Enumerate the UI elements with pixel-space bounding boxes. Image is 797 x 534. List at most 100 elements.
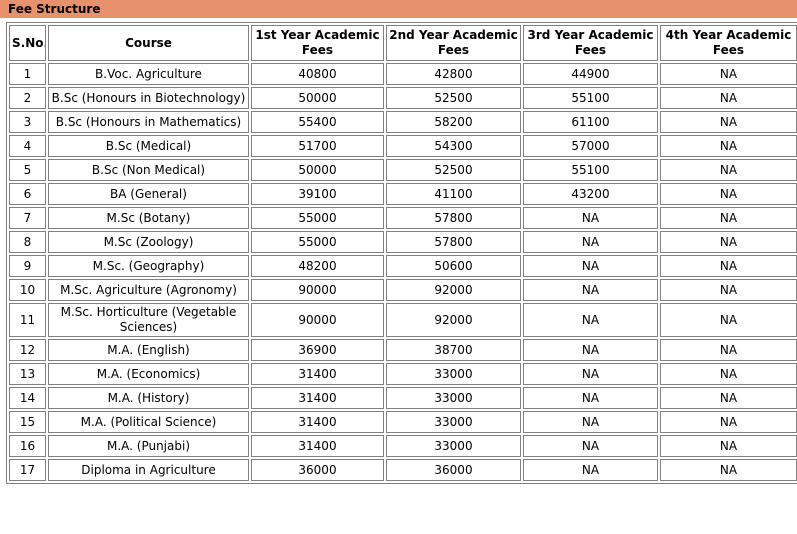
- year2-fee-cell: 92000: [386, 303, 521, 337]
- year1-fee-cell: 50000: [251, 159, 384, 181]
- course-cell: M.A. (Punjabi): [48, 435, 249, 457]
- table-row: 15 M.A. (Political Science) 31400 33000 NA NA: [9, 411, 797, 433]
- sno-cell: 6: [9, 183, 46, 205]
- table-row: 17 Diploma in Agriculture 36000 36000 NA NA: [9, 459, 797, 481]
- year2-fee-cell: 57800: [386, 231, 521, 253]
- year1-fee-cell: 36900: [251, 339, 384, 361]
- year4-fee-cell: NA: [660, 339, 797, 361]
- year2-fee-cell: 33000: [386, 435, 521, 457]
- year2-fee-cell: 33000: [386, 363, 521, 385]
- year4-fee-cell: NA: [660, 459, 797, 481]
- year2-fee-cell: 42800: [386, 63, 521, 85]
- col-header-year4-fees: 4th Year Academic Fees: [660, 25, 797, 61]
- course-cell: M.A. (History): [48, 387, 249, 409]
- year1-fee-cell: 31400: [251, 387, 384, 409]
- year1-fee-cell: 55000: [251, 231, 384, 253]
- year4-fee-cell: NA: [660, 87, 797, 109]
- course-cell: M.A. (English): [48, 339, 249, 361]
- table-row: 5 B.Sc (Non Medical) 50000 52500 55100 NA: [9, 159, 797, 181]
- table-row: 4 B.Sc (Medical) 51700 54300 57000 NA: [9, 135, 797, 157]
- table-row: 11 M.Sc. Horticulture (Vegetable Sciences…: [9, 303, 797, 337]
- course-cell: M.Sc (Zoology): [48, 231, 249, 253]
- year1-fee-cell: 90000: [251, 303, 384, 337]
- year4-fee-cell: NA: [660, 207, 797, 229]
- course-cell: B.Sc (Non Medical): [48, 159, 249, 181]
- year3-fee-cell: NA: [523, 459, 658, 481]
- course-cell: B.Sc (Honours in Biotechnology): [48, 87, 249, 109]
- year4-fee-cell: NA: [660, 111, 797, 133]
- table-row: 9 M.Sc. (Geography) 48200 50600 NA NA: [9, 255, 797, 277]
- table-row: 6 BA (General) 39100 41100 43200 NA: [9, 183, 797, 205]
- sno-cell: 16: [9, 435, 46, 457]
- col-header-year3-fees: 3rd Year Academic Fees: [523, 25, 658, 61]
- sno-cell: 12: [9, 339, 46, 361]
- table-row: 8 M.Sc (Zoology) 55000 57800 NA NA: [9, 231, 797, 253]
- table-row: 12 M.A. (English) 36900 38700 NA NA: [9, 339, 797, 361]
- sno-cell: 15: [9, 411, 46, 433]
- year4-fee-cell: NA: [660, 411, 797, 433]
- course-cell: M.A. (Political Science): [48, 411, 249, 433]
- year4-fee-cell: NA: [660, 255, 797, 277]
- year2-fee-cell: 50600: [386, 255, 521, 277]
- table-row: 3 B.Sc (Honours in Mathematics) 55400 58200…: [9, 111, 797, 133]
- sno-cell: 11: [9, 303, 46, 337]
- table-row: 7 M.Sc (Botany) 55000 57800 NA NA: [9, 207, 797, 229]
- year1-fee-cell: 39100: [251, 183, 384, 205]
- year2-fee-cell: 52500: [386, 159, 521, 181]
- col-header-sno: S.No.: [9, 25, 46, 61]
- course-cell: M.Sc (Botany): [48, 207, 249, 229]
- col-header-year1-fees: 1st Year Academic Fees: [251, 25, 384, 61]
- year4-fee-cell: NA: [660, 63, 797, 85]
- year1-fee-cell: 55400: [251, 111, 384, 133]
- year3-fee-cell: NA: [523, 231, 658, 253]
- table-container: S.No. Course 1st Year Academic Fees 2nd …: [0, 18, 797, 484]
- sno-cell: 17: [9, 459, 46, 481]
- year3-fee-cell: NA: [523, 279, 658, 301]
- table-row: 13 M.A. (Economics) 31400 33000 NA NA: [9, 363, 797, 385]
- course-cell: M.A. (Economics): [48, 363, 249, 385]
- year4-fee-cell: NA: [660, 231, 797, 253]
- sno-cell: 1: [9, 63, 46, 85]
- year1-fee-cell: 55000: [251, 207, 384, 229]
- year2-fee-cell: 38700: [386, 339, 521, 361]
- year2-fee-cell: 92000: [386, 279, 521, 301]
- year1-fee-cell: 31400: [251, 363, 384, 385]
- table-row: 14 M.A. (History) 31400 33000 NA NA: [9, 387, 797, 409]
- fee-table-body: 1 B.Voc. Agriculture 40800 42800 44900 NA 2 B.S…: [9, 63, 797, 481]
- year3-fee-cell: 44900: [523, 63, 658, 85]
- year1-fee-cell: 51700: [251, 135, 384, 157]
- year1-fee-cell: 48200: [251, 255, 384, 277]
- year3-fee-cell: NA: [523, 339, 658, 361]
- year3-fee-cell: NA: [523, 363, 658, 385]
- year4-fee-cell: NA: [660, 159, 797, 181]
- year2-fee-cell: 52500: [386, 87, 521, 109]
- course-cell: B.Voc. Agriculture: [48, 63, 249, 85]
- sno-cell: 13: [9, 363, 46, 385]
- year1-fee-cell: 31400: [251, 411, 384, 433]
- col-header-course: Course: [48, 25, 249, 61]
- table-row: 1 B.Voc. Agriculture 40800 42800 44900 NA: [9, 63, 797, 85]
- table-row: 10 M.Sc. Agriculture (Agronomy) 90000 92000…: [9, 279, 797, 301]
- year2-fee-cell: 33000: [386, 387, 521, 409]
- year2-fee-cell: 54300: [386, 135, 521, 157]
- year4-fee-cell: NA: [660, 279, 797, 301]
- table-row: 16 M.A. (Punjabi) 31400 33000 NA NA: [9, 435, 797, 457]
- year2-fee-cell: 58200: [386, 111, 521, 133]
- sno-cell: 10: [9, 279, 46, 301]
- course-cell: M.Sc. Agriculture (Agronomy): [48, 279, 249, 301]
- sno-cell: 3: [9, 111, 46, 133]
- year3-fee-cell: 43200: [523, 183, 658, 205]
- year1-fee-cell: 40800: [251, 63, 384, 85]
- sno-cell: 4: [9, 135, 46, 157]
- fee-table: S.No. Course 1st Year Academic Fees 2nd …: [6, 22, 797, 484]
- sno-cell: 9: [9, 255, 46, 277]
- year3-fee-cell: NA: [523, 435, 658, 457]
- year1-fee-cell: 50000: [251, 87, 384, 109]
- sno-cell: 2: [9, 87, 46, 109]
- year3-fee-cell: 55100: [523, 87, 658, 109]
- header-row: S.No. Course 1st Year Academic Fees 2nd …: [9, 25, 797, 61]
- year4-fee-cell: NA: [660, 387, 797, 409]
- course-cell: B.Sc (Honours in Mathematics): [48, 111, 249, 133]
- year3-fee-cell: NA: [523, 207, 658, 229]
- year3-fee-cell: 61100: [523, 111, 658, 133]
